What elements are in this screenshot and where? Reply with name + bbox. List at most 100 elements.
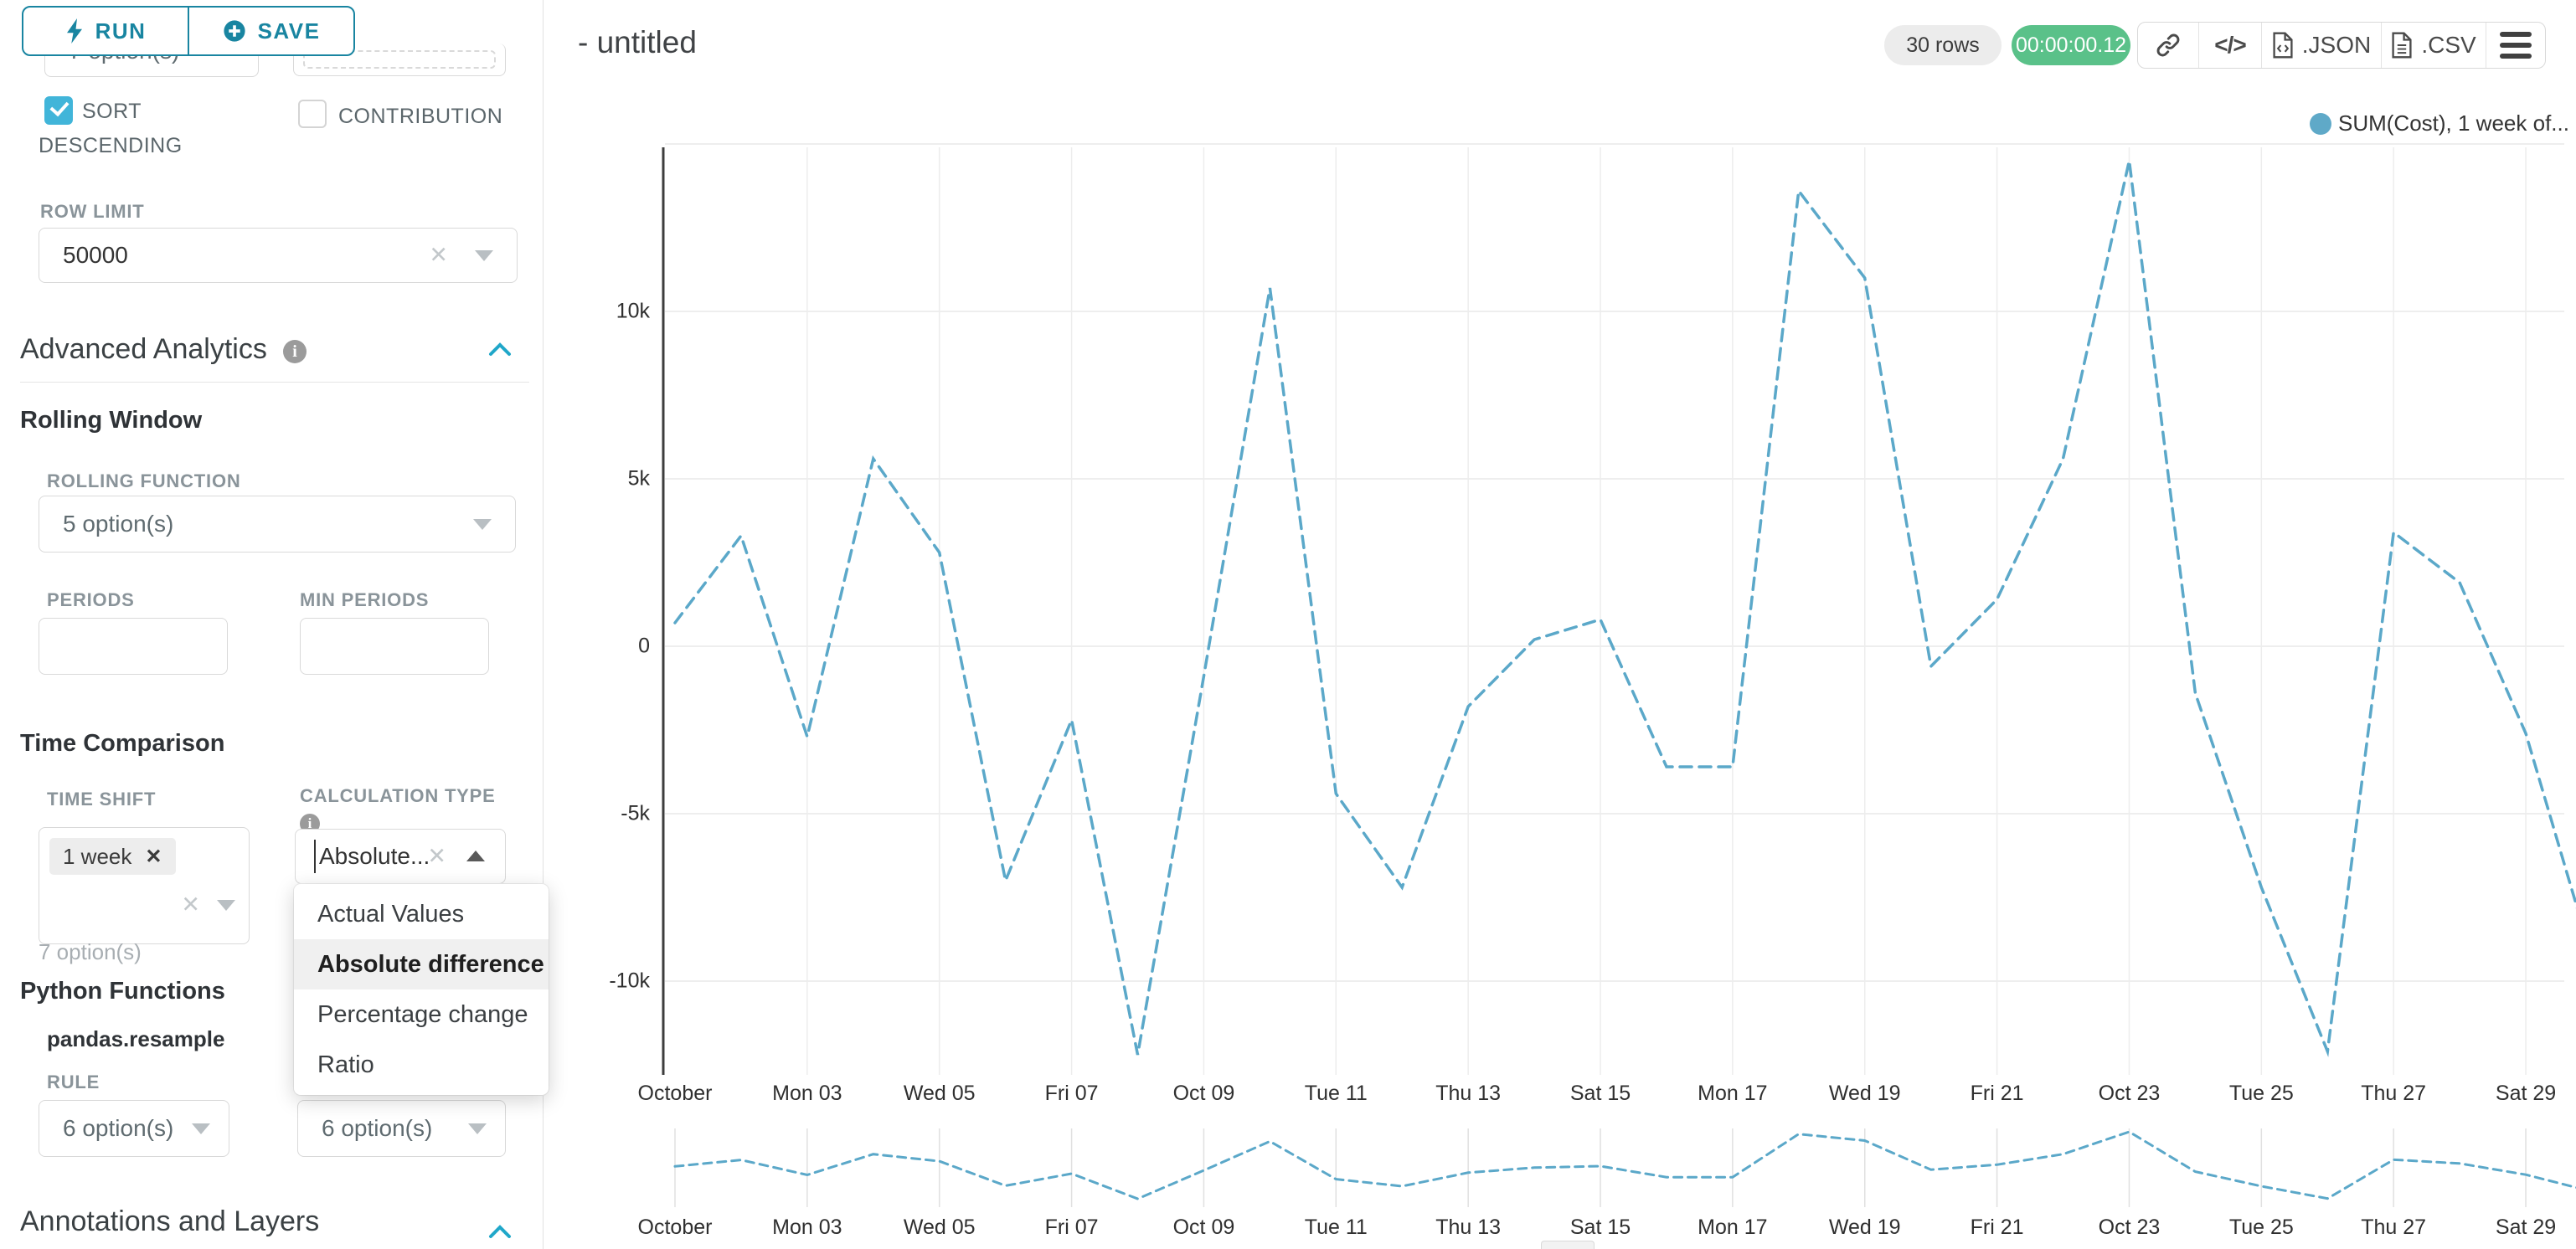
x-axis-label: Tue 11 <box>1304 1082 1368 1105</box>
x-axis-label: October <box>637 1082 713 1105</box>
time-shift-select[interactable]: 1 week ✕ ✕ <box>39 827 250 944</box>
export-csv-button[interactable]: .CSV <box>2381 23 2486 68</box>
remove-tag-icon[interactable]: ✕ <box>145 845 162 868</box>
export-json-button[interactable]: .JSON <box>2261 23 2381 68</box>
contribution-checkbox[interactable] <box>298 100 327 128</box>
copy-link-button[interactable] <box>2138 23 2198 68</box>
x-axis-label: Thu 27 <box>2361 1082 2427 1105</box>
menu-item[interactable]: Ratio <box>317 1051 374 1078</box>
scrubber-handle-partial[interactable] <box>1541 1241 1595 1249</box>
x-axis-label: Mon 03 <box>772 1216 842 1239</box>
run-save-button-group: RUN SAVE <box>22 6 355 56</box>
export-toolbar: </> .JSON .CSV <box>2137 22 2546 69</box>
collapse-chevron-icon[interactable] <box>487 1224 513 1241</box>
chevron-down-icon <box>468 1123 487 1134</box>
rule-select[interactable]: 6 option(s) <box>39 1100 229 1157</box>
time-shift-tag[interactable]: 1 week ✕ <box>49 838 176 875</box>
rule-label: RULE <box>47 1072 100 1092</box>
row-limit-select[interactable]: 50000 ✕ <box>39 228 518 283</box>
x-axis-label: Fri 07 <box>1044 1216 1099 1239</box>
chart-legend[interactable]: SUM(Cost), 1 week of... <box>2310 111 2569 136</box>
x-axis-label: Tue 25 <box>2228 1216 2294 1239</box>
x-axis-label: Thu 13 <box>1435 1082 1502 1105</box>
menu-item[interactable]: Absolute difference <box>294 939 549 989</box>
resample-method-value: 6 option(s) <box>322 1115 433 1141</box>
periods-label: PERIODS <box>47 589 135 610</box>
clear-icon[interactable]: ✕ <box>427 843 446 869</box>
calculation-type-value: Absolute... <box>319 843 430 869</box>
link-icon <box>2156 33 2180 57</box>
run-button[interactable]: RUN <box>23 8 188 54</box>
y-axis-label: -10k <box>609 969 650 993</box>
row-count-badge: 30 rows <box>1884 25 2002 65</box>
python-functions-title: Python Functions <box>20 978 225 1005</box>
x-axis-label: October <box>637 1216 713 1239</box>
x-axis-label: Mon 17 <box>1698 1216 1768 1239</box>
time-comparison-title: Time Comparison <box>20 730 225 757</box>
pandas-resample-label: pandas.resample <box>47 1026 225 1051</box>
rolling-function-value: 5 option(s) <box>63 511 174 537</box>
x-axis-label: Wed 19 <box>1828 1082 1901 1105</box>
lightning-bolt-icon <box>66 18 82 44</box>
y-axis-label: 10k <box>616 299 650 323</box>
chart-title[interactable]: - untitled <box>578 25 697 59</box>
x-axis-label: Fri 21 <box>1970 1082 2024 1105</box>
control-panel-sidebar: 7 option(s) RUN SAVE SORT DESCENDIN <box>0 0 544 1249</box>
annotations-title: Annotations and Layers <box>20 1205 320 1237</box>
csv-label: .CSV <box>2421 32 2476 58</box>
check-icon <box>49 96 70 117</box>
sort-descending-checkbox[interactable] <box>44 96 73 125</box>
y-axis-label: 5k <box>627 466 650 491</box>
info-icon[interactable]: i <box>283 340 307 363</box>
series-line <box>673 1130 2576 1200</box>
menu-item[interactable]: Actual Values <box>317 900 465 928</box>
clear-icon[interactable]: ✕ <box>429 242 448 268</box>
y-axis-label: -5k <box>621 801 650 825</box>
periods-input[interactable] <box>39 618 228 675</box>
x-axis-label: Sat 15 <box>1569 1216 1631 1239</box>
chevron-down-icon <box>475 250 493 261</box>
rolling-function-select[interactable]: 5 option(s) <box>39 496 516 553</box>
collapse-chevron-icon[interactable] <box>487 342 513 358</box>
menu-icon <box>2500 32 2532 59</box>
x-axis-label: Tue 11 <box>1304 1216 1368 1239</box>
x-axis-label: Sat 29 <box>2495 1082 2557 1105</box>
min-periods-input[interactable] <box>300 618 489 675</box>
legend-series-label: SUM(Cost), 1 week of... <box>2338 111 2569 136</box>
resample-method-select[interactable]: 6 option(s) <box>297 1100 506 1157</box>
row-limit-label: ROW LIMIT <box>40 201 145 222</box>
chevron-down-icon <box>192 1123 210 1134</box>
time-shift-hint: 7 option(s) <box>39 939 142 964</box>
chevron-down-icon <box>473 519 492 530</box>
x-axis-label: Thu 27 <box>2361 1216 2427 1239</box>
advanced-analytics-title: Advanced Analytics <box>20 333 267 365</box>
more-options-button[interactable] <box>2486 23 2545 68</box>
calculation-type-dropdown-menu: Actual Values Absolute difference Percenta… <box>294 884 549 1095</box>
query-timer-badge: 00:00:00.12 <box>2012 25 2130 65</box>
x-axis-label: Sat 15 <box>1569 1082 1631 1105</box>
x-axis-label: Mon 17 <box>1698 1082 1768 1105</box>
section-divider <box>20 382 529 383</box>
x-axis-label: Oct 23 <box>2098 1082 2161 1105</box>
clear-icon[interactable]: ✕ <box>181 892 200 917</box>
contribution-label: CONTRIBUTION <box>338 105 503 128</box>
sort-label-line2: DESCENDING <box>39 134 183 157</box>
calculation-type-select[interactable]: Absolute... ✕ <box>295 829 506 884</box>
x-axis-label: Wed 19 <box>1828 1216 1901 1239</box>
json-label: .JSON <box>2301 32 2372 58</box>
x-axis-label: Tue 25 <box>2228 1082 2294 1105</box>
time-shift-label: TIME SHIFT <box>47 789 157 810</box>
min-periods-label: MIN PERIODS <box>300 589 430 610</box>
menu-item[interactable]: Percentage change <box>317 1000 528 1028</box>
save-button-label: SAVE <box>257 18 321 44</box>
x-axis-label: Wed 05 <box>903 1216 976 1239</box>
x-axis-label: Oct 09 <box>1172 1082 1235 1105</box>
embed-code-button[interactable]: </> <box>2198 23 2261 68</box>
save-button[interactable]: SAVE <box>188 8 353 54</box>
x-axis-label: Mon 03 <box>772 1082 842 1105</box>
chevron-down-icon <box>217 900 235 911</box>
chevron-up-icon <box>466 851 485 861</box>
rule-select-value: 6 option(s) <box>63 1115 174 1141</box>
x-axis-label: Fri 21 <box>1970 1216 2024 1239</box>
